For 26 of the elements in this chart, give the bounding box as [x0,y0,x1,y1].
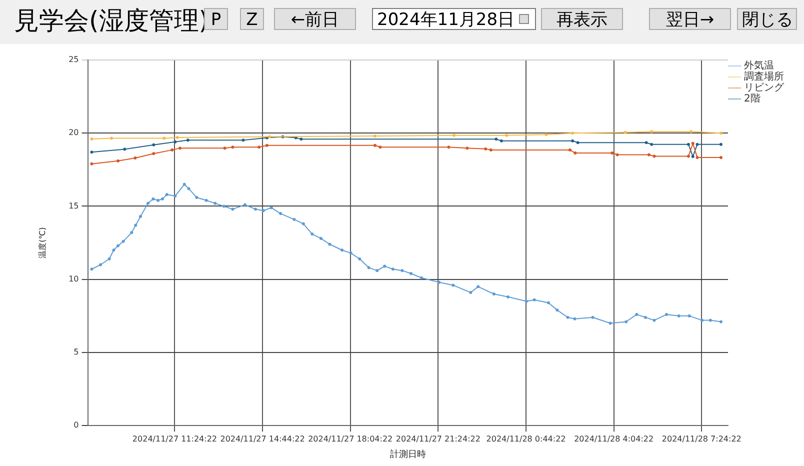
text: Z [240,8,264,30]
text: ←前日 [274,8,356,30]
x-axis-title: 計測日時 [390,448,426,460]
x-tick-label: 2024/11/28 4:04:22 [574,434,654,444]
legend-label: 外気温 [744,60,774,72]
legend-label: 調査場所 [744,70,784,83]
y-tick-label: 15 [68,201,79,210]
y-axis-title: 温度(℃) [38,227,47,258]
x-tick-label: 2024/11/28 7:24:22 [662,434,742,444]
text: 閉じる [737,8,797,30]
x-tick-label: 2024/11/27 21:24:22 [396,434,480,444]
y-tick-label: 10 [68,274,79,284]
legend-label: 2階 [744,92,760,105]
y-tick-label: 25 [68,55,79,64]
text: 2024年11月28日 [372,8,536,30]
y-tick-label: 5 [74,348,79,357]
legend-label: リビング [744,82,785,94]
x-tick-label: 2024/11/27 14:44:22 [220,434,305,444]
x-tick-label: 2024/11/28 0:44:22 [486,434,566,444]
text: 再表示 [541,8,623,30]
x-tick-label: 2024/11/27 11:24:22 [132,434,218,444]
x-tick-label: 2024/11/27 18:04:22 [308,434,393,444]
text: 翌日→ [649,8,731,30]
y-tick-label: 20 [68,128,79,138]
text: P [210,10,222,30]
y-tick-label: 0 [74,420,79,430]
